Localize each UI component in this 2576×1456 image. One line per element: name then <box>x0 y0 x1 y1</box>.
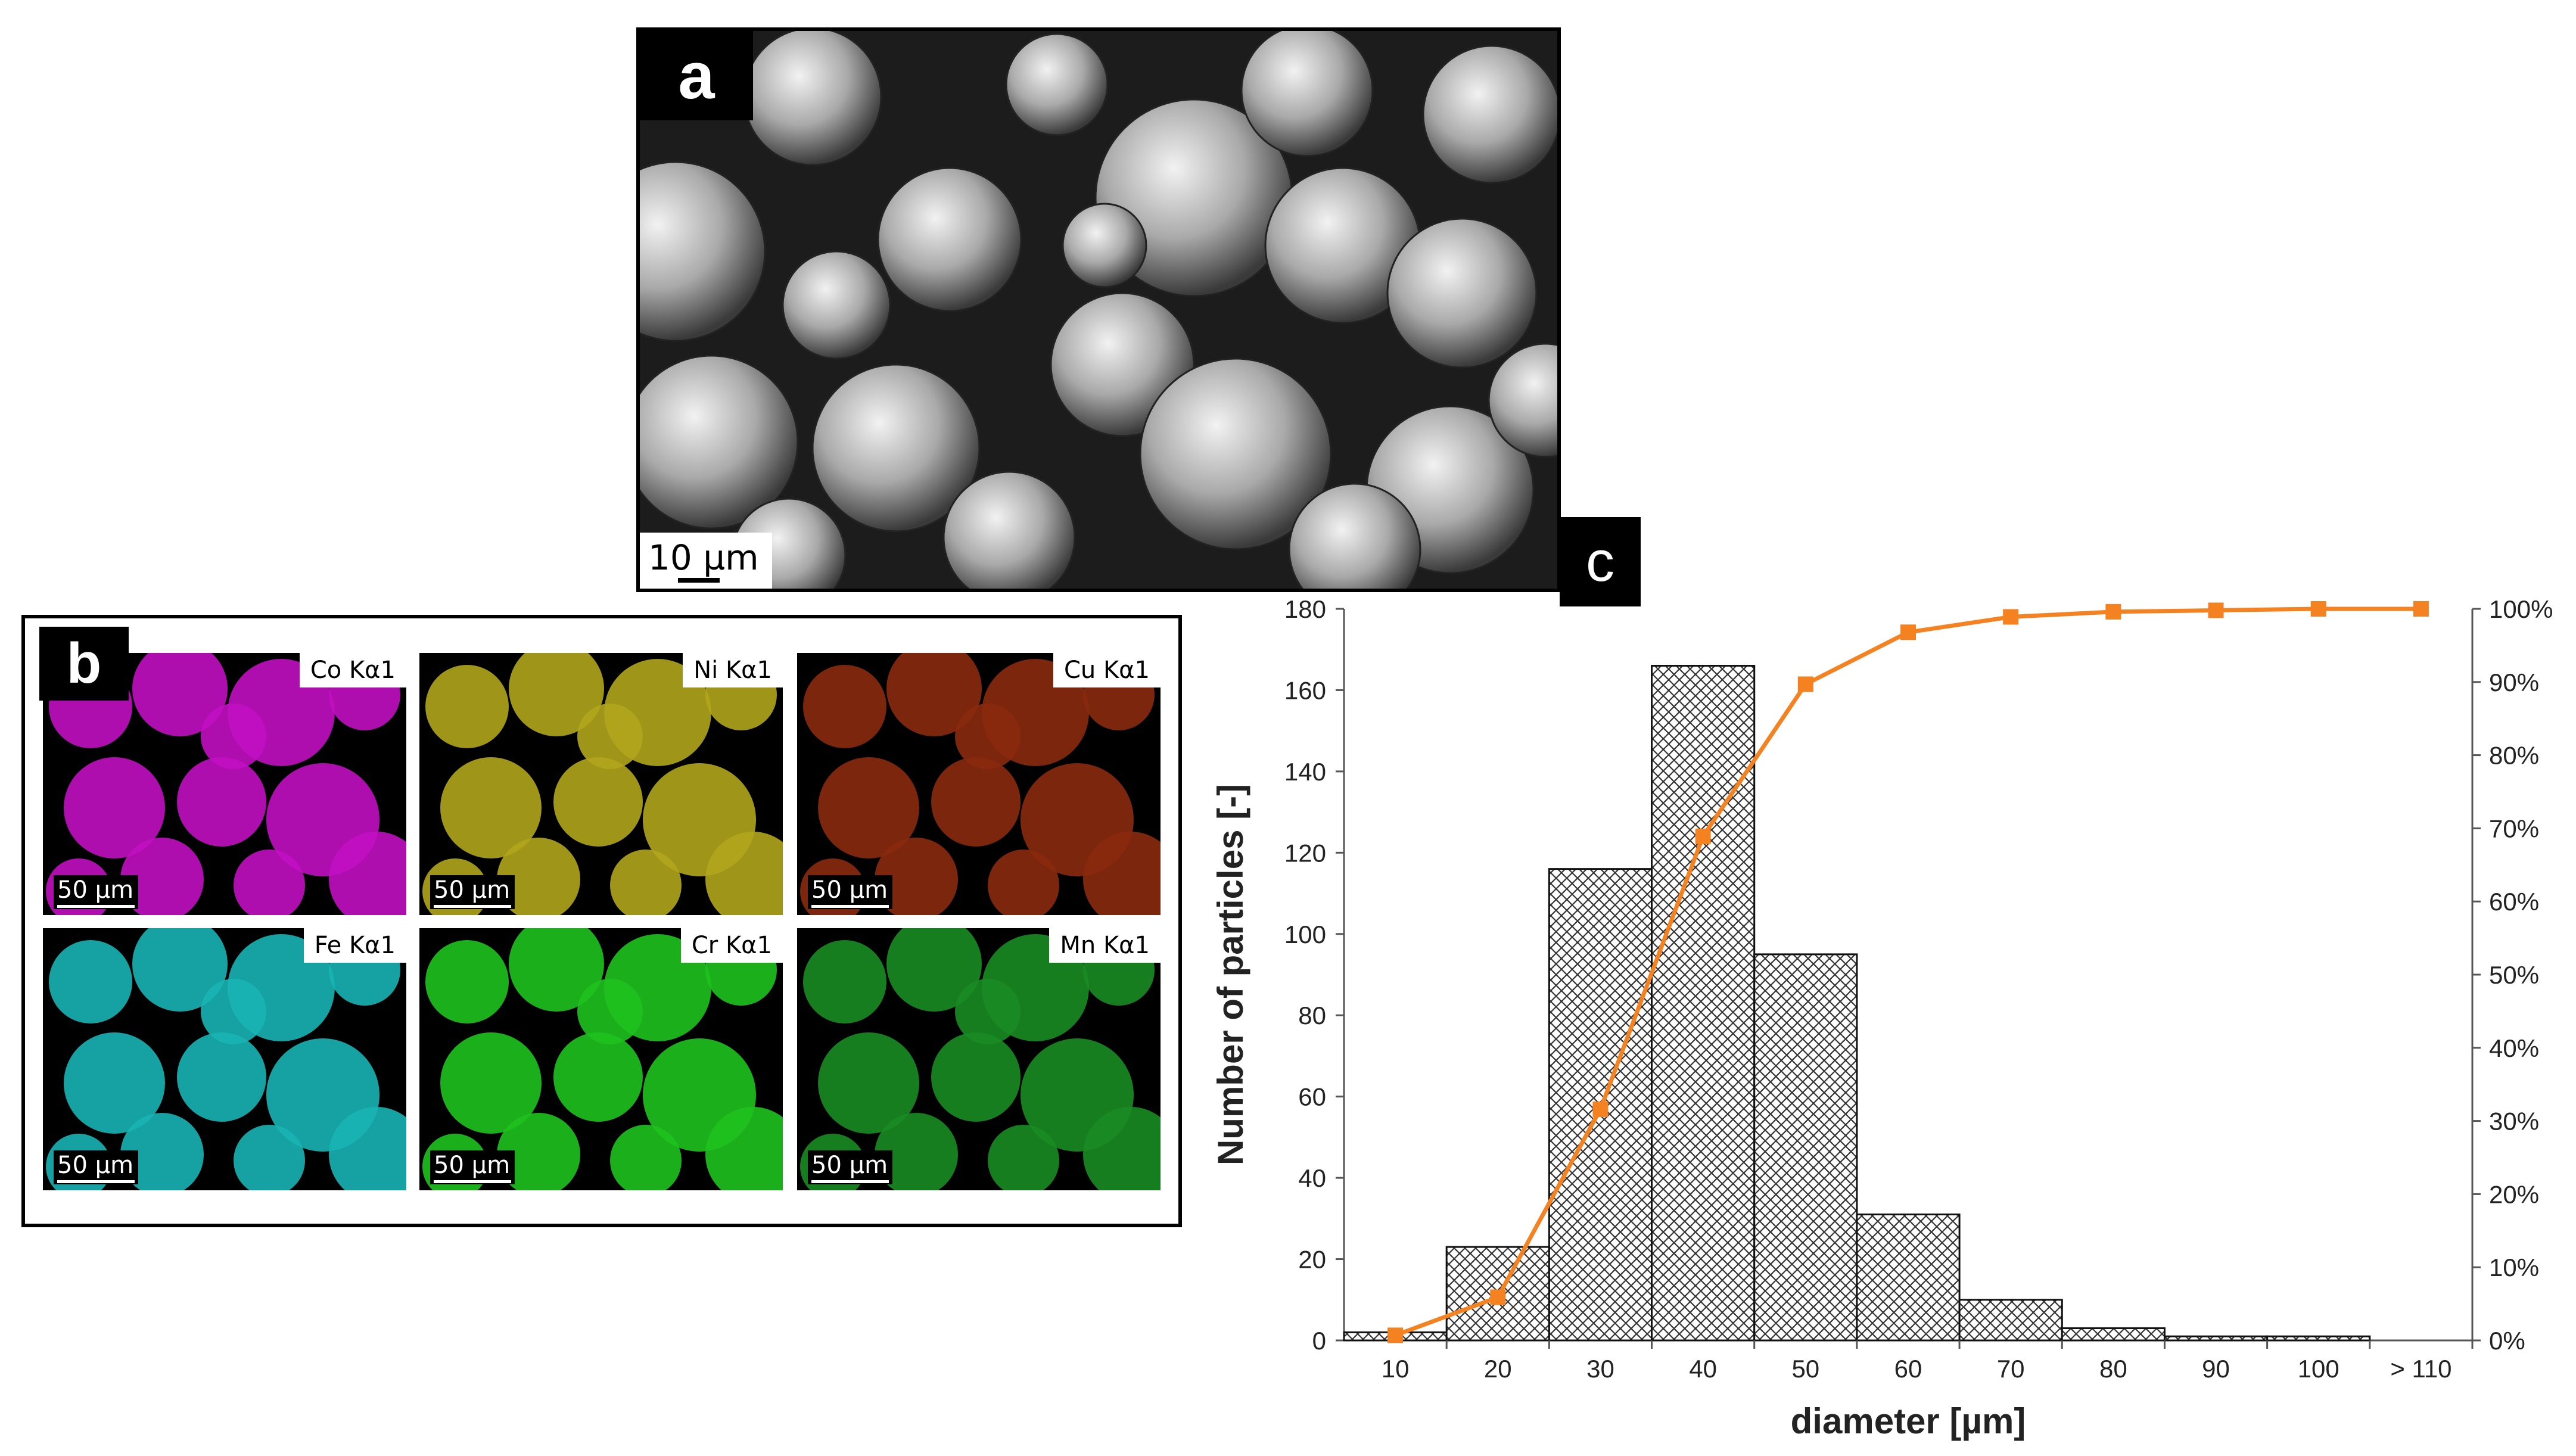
eds-map-scale-bar: 50 µm <box>808 875 892 909</box>
eds-map-image <box>422 928 783 1190</box>
eds-map-scale-bar: 50 µm <box>54 875 138 909</box>
histogram-bar <box>2163 1335 2269 1342</box>
y-tick-label: 60 <box>1298 1083 1326 1111</box>
cumulative-marker <box>1490 1289 1506 1305</box>
eds-map-scale-line <box>57 905 135 908</box>
histogram-bar <box>1753 953 1858 1342</box>
x-tick-label: 80 <box>2099 1355 2127 1383</box>
x-axis-title: diameter [µm] <box>1791 1401 2026 1441</box>
eds-map-scale-line <box>811 905 889 908</box>
y2-tick-label: 80% <box>2489 742 2539 770</box>
panel-b-label: b <box>39 627 129 701</box>
eds-map-scale-line <box>434 905 511 908</box>
eds-map-scale-label: 50 µm <box>434 1152 511 1179</box>
y2-tick-label: 100% <box>2489 595 2553 623</box>
cumulative-marker <box>1797 676 1813 692</box>
y-tick-label: 20 <box>1298 1246 1326 1274</box>
x-tick-label: 40 <box>1689 1355 1717 1383</box>
panel-c-label: c <box>1560 517 1641 606</box>
y2-tick-label: 30% <box>2489 1107 2539 1135</box>
x-tick-label: 90 <box>2202 1355 2230 1383</box>
cumulative-marker <box>2003 609 2019 625</box>
y-tick-label: 40 <box>1298 1164 1326 1192</box>
eds-map-scale-bar: 50 µm <box>54 1150 138 1184</box>
sem-micrograph-image <box>640 31 1557 589</box>
x-tick-label: 30 <box>1586 1355 1614 1383</box>
cumulative-marker <box>1695 828 1711 844</box>
eds-map-element-label: Co Kα1 <box>299 653 406 687</box>
eds-map-element-label: Mn Kα1 <box>1049 928 1161 963</box>
x-tick-label: 70 <box>1997 1355 2025 1383</box>
panel-a-label: a <box>640 31 753 120</box>
eds-map-cr: Cr Kα1 50 µm <box>419 928 783 1190</box>
cumulative-marker <box>1900 624 1916 640</box>
y-tick-label: 100 <box>1284 920 1326 948</box>
eds-map-scale-label: 50 µm <box>57 876 134 904</box>
y-tick-label: 180 <box>1284 595 1326 623</box>
histogram-bar <box>1958 1299 2063 1342</box>
particle-size-chart: 0 20 40 60 80 100 120 140 160 180 0% 10% 20% 30% 40% 50… <box>1211 595 2553 1441</box>
y-tick-label: 120 <box>1284 839 1326 867</box>
sem-scale-line <box>678 578 720 583</box>
cumulative-marker <box>2413 601 2429 617</box>
cumulative-marker <box>2208 602 2224 618</box>
cumulative-marker <box>2310 601 2326 617</box>
y2-tick-label: 40% <box>2489 1034 2539 1062</box>
eds-map-mn: Mn Kα1 50 µm <box>797 928 1161 1190</box>
eds-map-scale-bar: 50 µm <box>808 1150 892 1184</box>
eds-map-scale-label: 50 µm <box>434 876 511 904</box>
eds-map-scale-label: 50 µm <box>811 1152 888 1179</box>
eds-map-cu: Cu Kα1 50 µm <box>797 653 1161 915</box>
y-tick-label: 80 <box>1298 1001 1326 1029</box>
histogram-bar <box>2266 1335 2371 1342</box>
eds-map-element-label: Ni Kα1 <box>683 653 783 687</box>
x-tick-label: 60 <box>1894 1355 1922 1383</box>
eds-map-element-label: Cr Kα1 <box>680 928 783 963</box>
histogram-bar <box>1856 1214 1961 1342</box>
eds-map-scale-line <box>811 1180 889 1183</box>
eds-map-scale-line <box>57 1180 135 1183</box>
histogram-bar <box>1651 665 1756 1342</box>
x-tick-label: 20 <box>1484 1355 1512 1383</box>
eds-map-element-label: Fe Kα1 <box>303 928 406 963</box>
y-tick-label: 140 <box>1284 758 1326 786</box>
y2-tick-label: 10% <box>2489 1253 2539 1281</box>
histogram-bar <box>2061 1327 2166 1342</box>
eds-map-scale-label: 50 µm <box>811 876 888 904</box>
cumulative-marker <box>2105 603 2121 620</box>
x-tick-label: > 110 <box>2390 1355 2451 1383</box>
sem-scale-bar: 10 µm <box>640 533 772 589</box>
x-tick-label: 50 <box>1791 1355 1819 1383</box>
eds-map-scale-bar: 50 µm <box>430 875 515 909</box>
eds-map-scale-bar: 50 µm <box>430 1150 515 1184</box>
y-tick-label: 0 <box>1312 1327 1326 1355</box>
eds-map-scale-line <box>434 1180 511 1183</box>
eds-map-element-label: Cu Kα1 <box>1053 653 1161 687</box>
cumulative-marker <box>1592 1101 1609 1117</box>
y-axis-title: Number of particles [-] <box>1211 784 1250 1165</box>
cumulative-marker <box>1387 1327 1404 1343</box>
sem-scale-label: 10 µm <box>648 537 759 578</box>
y2-tick-label: 90% <box>2489 668 2539 696</box>
eds-map-image <box>46 928 406 1190</box>
eds-map-fe: Fe Kα1 50 µm <box>43 928 406 1190</box>
sem-micrograph-panel: a 10 µm <box>636 27 1561 592</box>
x-tick-label: 100 <box>2298 1355 2339 1383</box>
y2-tick-label: 70% <box>2489 814 2539 842</box>
y2-tick-label: 20% <box>2489 1180 2539 1208</box>
x-tick-label: 10 <box>1382 1355 1410 1383</box>
y2-tick-label: 60% <box>2489 888 2539 916</box>
y-tick-label: 160 <box>1284 676 1326 704</box>
y2-tick-label: 0% <box>2489 1327 2525 1355</box>
eds-map-ni: Ni Kα1 50 µm <box>419 653 783 915</box>
eds-maps-panel: Co Kα1 50 µm Ni Kα1 50 µm Cu Kα1 50 µm Fe Kα1 5… <box>21 615 1182 1227</box>
eds-map-image <box>800 928 1161 1190</box>
eds-map-scale-label: 50 µm <box>57 1152 134 1179</box>
y2-tick-label: 50% <box>2489 961 2539 989</box>
